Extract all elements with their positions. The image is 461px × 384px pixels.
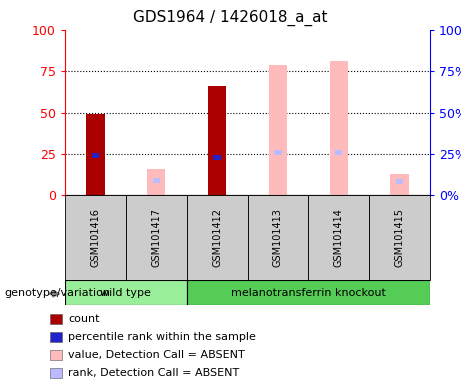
Bar bbox=[153, 178, 160, 183]
Bar bbox=[330, 61, 348, 195]
Bar bbox=[213, 155, 221, 159]
Text: GSM101413: GSM101413 bbox=[273, 208, 283, 267]
Bar bbox=[396, 179, 403, 184]
Text: melanotransferrin knockout: melanotransferrin knockout bbox=[231, 288, 386, 298]
Text: GSM101416: GSM101416 bbox=[90, 208, 100, 267]
Bar bbox=[65, 280, 187, 305]
Text: GSM101412: GSM101412 bbox=[212, 208, 222, 267]
Text: count: count bbox=[68, 314, 100, 324]
Bar bbox=[187, 195, 248, 280]
Bar bbox=[65, 195, 126, 280]
Bar bbox=[50, 368, 62, 378]
Bar bbox=[369, 195, 430, 280]
Bar bbox=[208, 86, 226, 195]
Bar bbox=[335, 150, 343, 155]
Bar bbox=[86, 114, 105, 195]
Bar bbox=[126, 195, 187, 280]
Text: GSM101417: GSM101417 bbox=[151, 208, 161, 267]
Text: percentile rank within the sample: percentile rank within the sample bbox=[68, 332, 256, 342]
Text: GSM101414: GSM101414 bbox=[334, 208, 344, 267]
Bar bbox=[274, 150, 282, 155]
Bar bbox=[92, 153, 99, 158]
Bar bbox=[50, 350, 62, 360]
Bar bbox=[269, 65, 287, 195]
Bar bbox=[308, 195, 369, 280]
Text: value, Detection Call = ABSENT: value, Detection Call = ABSENT bbox=[68, 350, 245, 360]
Bar bbox=[147, 169, 165, 195]
Text: rank, Detection Call = ABSENT: rank, Detection Call = ABSENT bbox=[68, 368, 239, 378]
Text: GDS1964 / 1426018_a_at: GDS1964 / 1426018_a_at bbox=[133, 10, 328, 26]
Text: GSM101415: GSM101415 bbox=[395, 208, 405, 267]
Bar bbox=[248, 195, 308, 280]
Bar bbox=[50, 332, 62, 342]
Text: genotype/variation: genotype/variation bbox=[5, 288, 111, 298]
Bar bbox=[390, 174, 409, 195]
Bar bbox=[187, 280, 430, 305]
Text: wild type: wild type bbox=[100, 288, 151, 298]
Bar bbox=[50, 314, 62, 324]
